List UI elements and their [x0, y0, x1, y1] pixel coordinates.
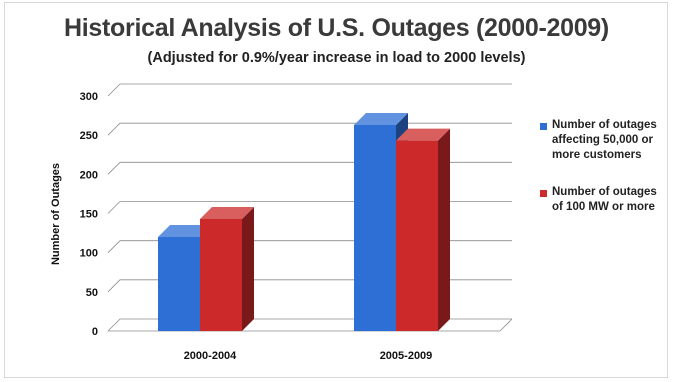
y-tick-label: 50	[86, 287, 98, 299]
y-tick-label: 250	[80, 130, 98, 142]
bar-top-1	[354, 112, 408, 125]
chart-frame	[4, 2, 668, 378]
gridline	[107, 201, 512, 214]
legend-item-series-1: Number of outages affecting 50,000 or mo…	[540, 118, 670, 163]
y-tick-label: 300	[80, 91, 98, 103]
legend-swatch-series-2	[540, 190, 547, 197]
bar-series-2	[200, 218, 242, 331]
bar-side-2	[242, 206, 254, 331]
y-tick-label: 100	[80, 248, 98, 260]
bar-series-2	[396, 140, 438, 331]
legend-label-series-1: Number of outages affecting 50,000 or mo…	[552, 119, 657, 161]
y-tick-label: 200	[80, 169, 98, 181]
gridline	[107, 161, 512, 175]
bar-series-1	[158, 237, 200, 331]
bar-side-2	[438, 128, 450, 331]
x-tick-label: 2000-2004	[184, 350, 237, 362]
bar-series-1	[354, 124, 396, 331]
chart-title: Historical Analysis of U.S. Outages (200…	[64, 14, 609, 42]
y-tick-label: 150	[80, 209, 98, 221]
chart-subtitle: (Adjusted for 0.9%/year increase in load…	[147, 50, 526, 66]
bar-top-2	[200, 206, 254, 219]
legend-item-series-2: Number of outages of 100 MW or more	[540, 185, 670, 215]
legend: Number of outages affecting 50,000 or mo…	[540, 118, 670, 237]
floor-side-edge	[499, 318, 513, 332]
gridline	[107, 122, 512, 136]
legend-swatch-series-1	[540, 123, 547, 130]
bar-top-1	[158, 225, 212, 237]
bar-top-2	[396, 128, 450, 141]
gridline	[107, 83, 512, 97]
x-tick-label: 2005-2009	[380, 350, 433, 362]
legend-label-series-2: Number of outages of 100 MW or more	[552, 186, 657, 213]
y-tick-label: 0	[92, 326, 98, 338]
